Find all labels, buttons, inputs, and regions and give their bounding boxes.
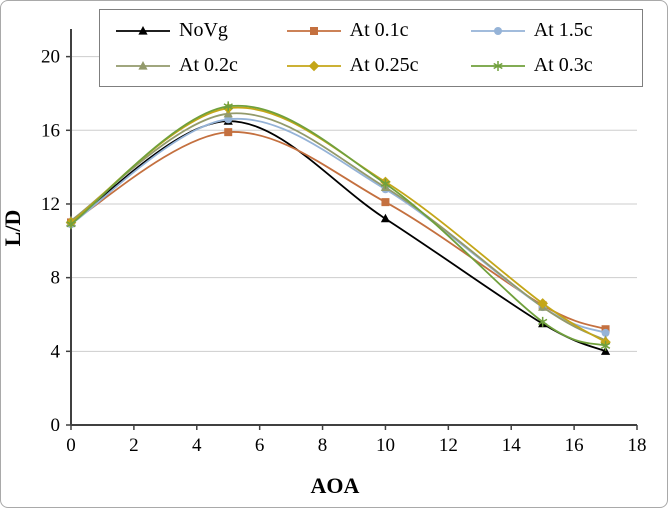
legend-item-at-0-1c: At 0.1c <box>285 19 469 42</box>
series-line-at-0.2c <box>70 112 607 342</box>
triangle-marker <box>138 60 148 70</box>
circle-marker <box>493 26 502 35</box>
asterisk-marker <box>66 219 76 230</box>
x-axis-title: AOA <box>310 473 360 498</box>
line-marker-sample-icon <box>470 26 525 35</box>
asterisk-marker <box>537 316 548 327</box>
legend-label: At 0.2c <box>179 54 238 76</box>
line-marker-sample-icon <box>116 25 170 35</box>
x-tick-label: 4 <box>192 435 202 456</box>
legend-item-at-0-3c: At 0.3c <box>469 54 636 77</box>
y-tick-label: 0 <box>51 415 61 436</box>
diamond-marker <box>308 60 319 71</box>
y-tick-label: 8 <box>51 268 61 289</box>
y-axis-title: L/D <box>0 209 25 247</box>
square-marker <box>224 128 233 137</box>
x-tick-label: 14 <box>502 435 522 456</box>
y-tick-label: 12 <box>41 194 60 215</box>
x-tick-label: 16 <box>565 435 584 456</box>
x-tick-label: 8 <box>318 435 328 456</box>
series-line-at-0.1c <box>70 131 606 331</box>
x-tick-label: 12 <box>439 435 458 456</box>
square-marker <box>381 198 390 207</box>
asterisk-marker <box>600 340 611 351</box>
legend-label: At 1.5c <box>533 19 593 41</box>
legend-item-at-0-25c: At 0.25c <box>285 54 469 77</box>
line-marker-sample-icon <box>470 60 525 71</box>
line-marker-sample-icon <box>116 60 170 70</box>
triangle-marker <box>380 213 391 223</box>
x-tick-label: 10 <box>376 435 395 456</box>
square-marker <box>309 26 318 35</box>
legend-label: At 0.1c <box>349 19 409 41</box>
x-tick-label: 18 <box>628 435 647 456</box>
legend-label: NoVg <box>179 19 228 41</box>
y-tick-label: 16 <box>41 120 60 141</box>
triangle-marker <box>138 25 148 35</box>
y-tick-label: 4 <box>51 341 61 362</box>
x-tick-label: 2 <box>129 435 139 456</box>
legend-label: At 0.3c <box>533 54 593 76</box>
chart-legend: NoVg At 0.1c At 1.5c At 0.2c At 0.25c At… <box>99 9 643 87</box>
diamond-marker <box>537 298 548 309</box>
asterisk-marker <box>223 101 233 112</box>
legend-item-at-0-2c: At 0.2c <box>114 54 285 77</box>
x-tick-label: 0 <box>66 435 76 456</box>
y-tick-label: 20 <box>41 47 60 68</box>
legend-item-at-1-5c: At 1.5c <box>469 19 636 42</box>
circle-marker <box>601 328 610 337</box>
legend-label: At 0.25c <box>349 54 419 76</box>
asterisk-marker <box>380 178 391 189</box>
line-marker-sample-icon <box>286 26 341 35</box>
asterisk-marker <box>493 60 503 71</box>
line-marker-sample-icon <box>286 60 341 71</box>
x-tick-label: 6 <box>255 435 265 456</box>
legend-item-novg: NoVg <box>114 19 285 42</box>
series-line-at-0.3c <box>70 104 606 347</box>
